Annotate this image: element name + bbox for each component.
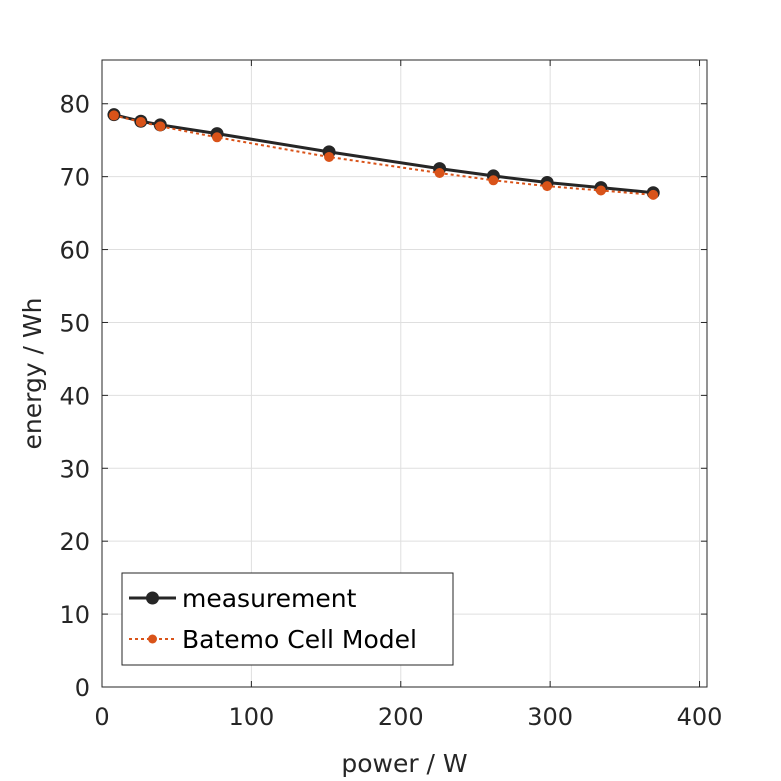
x-tick-label: 0	[94, 703, 109, 731]
data-point-batemo-cell-model	[324, 151, 335, 162]
legend-label-batemo: Batemo Cell Model	[182, 625, 417, 654]
data-point-batemo-cell-model	[155, 121, 166, 132]
y-tick-label: 80	[59, 91, 90, 119]
series-layer	[107, 108, 660, 200]
grid	[101, 60, 707, 688]
legend-box	[121, 572, 454, 666]
x-tick-label: 400	[677, 703, 723, 731]
data-point-batemo-cell-model	[108, 110, 119, 121]
tick-labels: 0 100 200 300 400 0 10 20 30 40 50 60 70 80	[59, 91, 722, 731]
legend-marker-measurement	[146, 591, 159, 605]
y-tick-label: 60	[59, 237, 90, 265]
series-line-batemo-cell-model	[113, 114, 654, 196]
y-tick-label: 30	[59, 455, 90, 483]
x-tick-label: 100	[228, 703, 274, 731]
data-point-batemo-cell-model	[488, 175, 499, 186]
y-tick-label: 50	[59, 309, 90, 337]
data-point-batemo-cell-model	[434, 168, 445, 179]
legend-marker-batemo	[148, 634, 157, 644]
y-tick-label: 40	[59, 382, 90, 410]
axes	[101, 59, 708, 688]
y-tick-label: 20	[59, 528, 90, 556]
data-point-batemo-cell-model	[135, 116, 146, 127]
y-tick-label: 10	[59, 601, 90, 629]
x-tick-label: 300	[527, 703, 573, 731]
y-tick-label: 70	[59, 164, 90, 192]
y-tick-label: 0	[75, 674, 90, 702]
x-tick-label: 200	[378, 703, 424, 731]
x-axis-label: power / W	[341, 749, 467, 778]
y-axis-label: energy / Wh	[18, 298, 47, 450]
data-point-batemo-cell-model	[542, 181, 553, 192]
data-point-batemo-cell-model	[595, 185, 606, 196]
data-point-batemo-cell-model	[212, 132, 223, 143]
data-point-batemo-cell-model	[648, 189, 659, 200]
series-line-measurement	[113, 113, 654, 195]
legend-label-measurement: measurement	[182, 584, 357, 613]
axes-box	[101, 59, 708, 688]
legend: measurement Batemo Cell Model	[121, 572, 454, 666]
